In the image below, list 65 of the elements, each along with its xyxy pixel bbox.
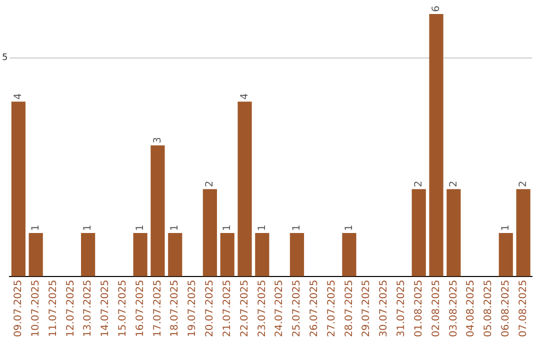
x-tick-label: 03.08.2025: [448, 280, 460, 338]
bar: [28, 232, 43, 276]
x-tick-label: 26.07.2025: [308, 280, 320, 338]
data-label: 1: [344, 224, 355, 231]
data-label: 4: [239, 93, 250, 100]
x-tick-label: 21.07.2025: [222, 280, 233, 338]
data-label: 3: [152, 136, 164, 144]
x-tick-label: 25.07.2025: [292, 280, 303, 338]
bar: [498, 232, 513, 276]
bar: [238, 102, 252, 276]
x-tick-label: 01.08.2025: [413, 280, 424, 338]
x-tick-label: 06.08.2025: [500, 280, 512, 338]
data-label: 4: [13, 93, 24, 100]
x-tick-label: 14.07.2025: [100, 280, 112, 338]
bar: [81, 232, 96, 276]
data-label: 6: [430, 6, 442, 12]
y-tick-label: 5: [2, 53, 8, 64]
x-tick-label: 16.07.2025: [134, 280, 146, 338]
bar: [342, 232, 356, 276]
data-label: 2: [448, 180, 460, 188]
data-label: 1: [256, 224, 268, 231]
data-label: 1: [292, 224, 303, 231]
bar: [516, 189, 530, 276]
data-label: 2: [518, 180, 529, 188]
bar: [446, 189, 461, 276]
x-tick-label: 15.07.2025: [117, 280, 128, 338]
x-tick-label: 22.07.2025: [239, 280, 250, 338]
x-tick-label: 17.07.2025: [152, 280, 164, 338]
bar: [150, 145, 165, 276]
bar: [202, 189, 217, 276]
bar: [290, 232, 304, 276]
x-tick-label: 30.07.2025: [378, 280, 390, 338]
x-tick-label: 28.07.2025: [344, 280, 355, 338]
bar: [429, 14, 444, 276]
data-label: 1: [82, 224, 94, 231]
data-label: 2: [413, 180, 424, 188]
x-tick-label: 04.08.2025: [466, 280, 477, 338]
bar: [133, 232, 148, 276]
bar: [220, 232, 234, 276]
x-tick-label: 31.07.2025: [396, 280, 408, 338]
x-tick-label: 29.07.2025: [361, 280, 372, 338]
x-tick-label: 24.07.2025: [274, 280, 286, 338]
data-label: 1: [134, 224, 146, 231]
x-tick-label: 12.07.2025: [65, 280, 76, 338]
x-tick-label: 02.08.2025: [430, 280, 442, 338]
bar: [412, 189, 426, 276]
x-tick-label: 10.07.2025: [30, 280, 42, 338]
data-label: 1: [170, 224, 181, 231]
data-label: 1: [500, 224, 512, 231]
x-tick-label: 18.07.2025: [170, 280, 181, 338]
x-tick-label: 19.07.2025: [187, 280, 198, 338]
bar: [255, 232, 270, 276]
x-tick-label: 05.08.2025: [483, 280, 494, 338]
x-tick-label: 11.07.2025: [48, 280, 59, 338]
x-tick-label: 23.07.2025: [256, 280, 268, 338]
x-tick-label: 20.07.2025: [204, 280, 216, 338]
x-tick-label: 13.07.2025: [82, 280, 94, 338]
x-tick-label: 27.07.2025: [326, 280, 338, 338]
data-label: 1: [222, 224, 233, 231]
data-label: 2: [204, 180, 216, 188]
x-tick-label: 07.08.2025: [518, 280, 529, 338]
x-tick-label: 09.07.2025: [13, 280, 24, 338]
bar: [11, 102, 26, 276]
data-label: 1: [30, 224, 42, 231]
bar: [168, 232, 182, 276]
